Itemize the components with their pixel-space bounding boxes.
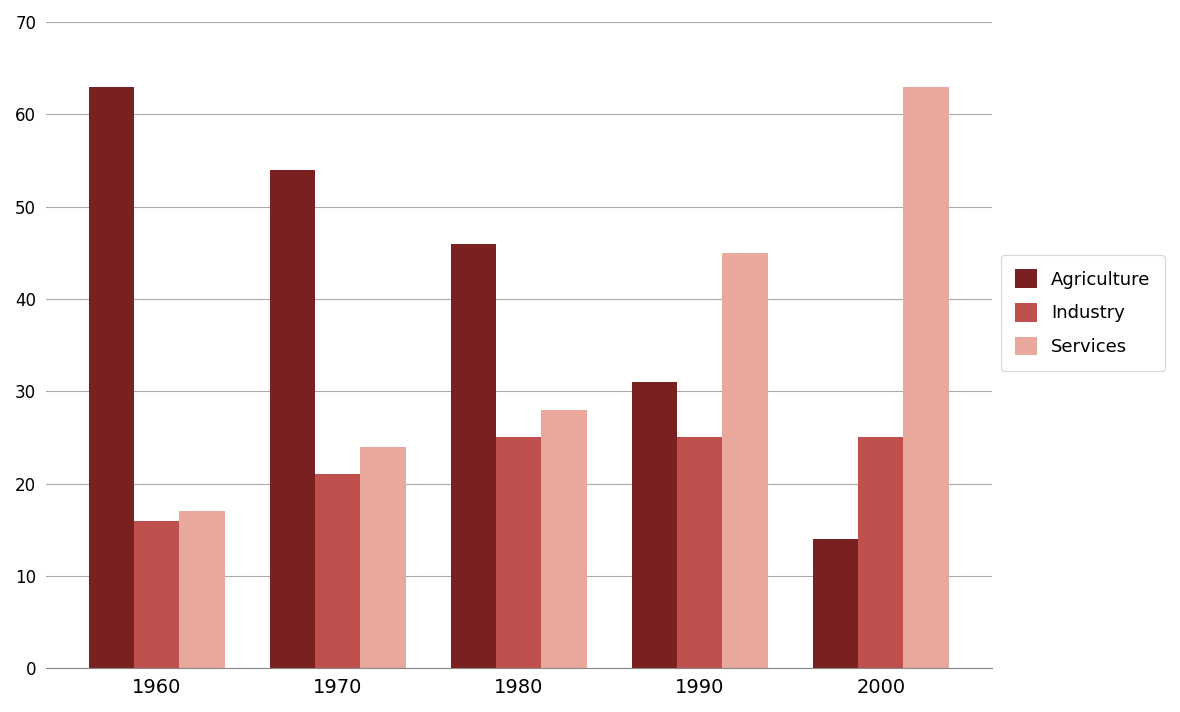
- Bar: [542, 410, 586, 669]
- Bar: [88, 87, 135, 669]
- Bar: [858, 437, 904, 669]
- Legend: Agriculture, Industry, Services: Agriculture, Industry, Services: [1001, 255, 1165, 371]
- Bar: [315, 474, 360, 669]
- Bar: [722, 253, 768, 669]
- Bar: [360, 446, 406, 669]
- Bar: [270, 169, 315, 669]
- Bar: [813, 539, 858, 669]
- Bar: [451, 244, 496, 669]
- Bar: [179, 511, 224, 669]
- Bar: [904, 87, 949, 669]
- Bar: [631, 382, 677, 669]
- Bar: [135, 520, 179, 669]
- Bar: [677, 437, 722, 669]
- Bar: [496, 437, 542, 669]
